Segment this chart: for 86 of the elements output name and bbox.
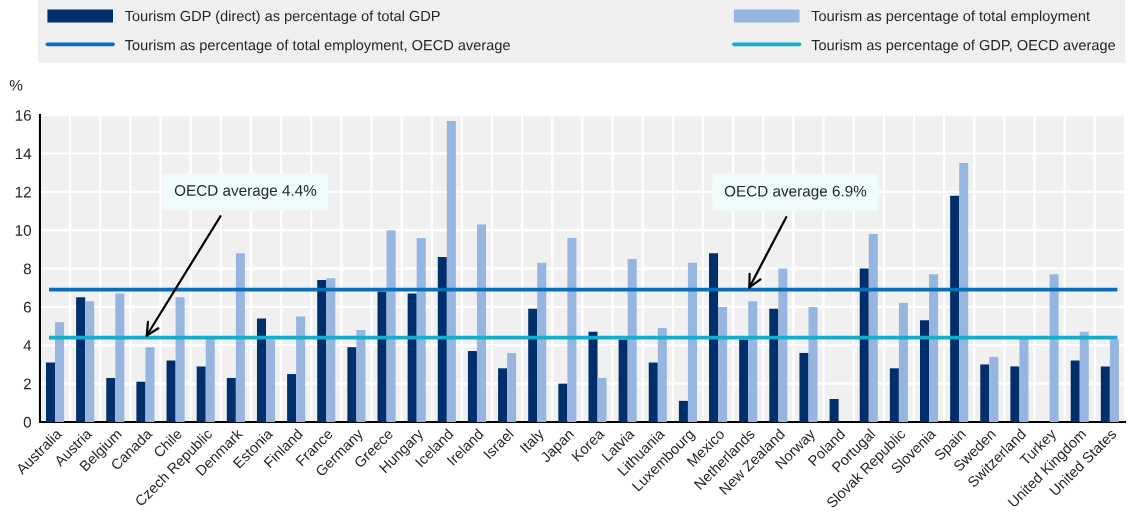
bar: [226, 377, 236, 422]
y-tick-label: 2: [23, 378, 31, 390]
legend-label: Tourism as percentage of GDP, OECD average: [811, 39, 1116, 54]
bar: [347, 347, 357, 422]
y-tick-label: 14: [15, 148, 32, 160]
y-tick-label: 16: [15, 110, 31, 121]
bar: [989, 356, 999, 422]
bar: [1070, 360, 1080, 422]
bar: [648, 362, 658, 422]
bar: [889, 368, 899, 422]
bar: [205, 337, 215, 422]
bar: [1010, 366, 1020, 422]
legend-label: Tourism as percentage of total employment: [811, 10, 1090, 25]
bar: [256, 318, 266, 422]
bar: [1100, 366, 1110, 422]
bar: [718, 306, 728, 422]
legend-label: Tourism GDP (direct) as percentage of total GDP: [125, 10, 440, 25]
bar: [106, 377, 116, 422]
bar: [769, 308, 779, 422]
y-tick-label: 6: [23, 301, 31, 313]
bar: [528, 308, 538, 422]
bar: [778, 268, 788, 422]
bar: [618, 339, 628, 422]
y-tick-label: 10: [15, 225, 32, 236]
bar: [1079, 331, 1089, 422]
bar: [507, 352, 517, 422]
bar: [235, 253, 245, 422]
bar: [356, 329, 366, 422]
bar: [739, 339, 749, 422]
bar: [45, 362, 56, 422]
bar: [476, 224, 487, 422]
bar: [136, 381, 146, 422]
bar: [55, 322, 65, 422]
bar: [296, 316, 306, 422]
bar: [627, 258, 637, 422]
bar: [498, 368, 508, 422]
bar: [687, 262, 697, 422]
bar: [416, 237, 426, 422]
bar: [808, 306, 818, 422]
bar: [166, 360, 176, 422]
bar: [799, 352, 809, 422]
bar: [115, 293, 125, 422]
annotation: OECD average 6.9%: [724, 185, 867, 200]
annotation: OECD average 4.4%: [174, 185, 317, 199]
y-tick-label: 8: [23, 263, 31, 275]
bar: [558, 383, 568, 422]
bar: [266, 339, 276, 422]
bar: [980, 364, 990, 422]
bar: [868, 234, 878, 422]
bar: [1049, 274, 1059, 422]
bar: [929, 274, 939, 422]
bar: [959, 163, 969, 422]
bar: [446, 120, 456, 422]
bar: [467, 351, 477, 422]
bar: [377, 291, 387, 422]
bar: [657, 328, 667, 422]
bar: [537, 262, 547, 422]
y-tick-label: 0: [23, 416, 32, 428]
bar: [859, 268, 869, 422]
bar: [567, 237, 577, 422]
bar: [386, 230, 396, 422]
bar: [145, 347, 155, 422]
bar: [898, 303, 908, 422]
bar: [950, 195, 960, 422]
bar: [317, 280, 327, 422]
bar: [85, 301, 95, 422]
bar: [588, 331, 598, 422]
legend-label: Tourism as percentage of total employment, OECD average: [125, 39, 510, 54]
bar: [597, 377, 607, 422]
bar: [748, 301, 758, 422]
bar: [709, 253, 719, 422]
bar: [1109, 339, 1119, 422]
bar: [196, 366, 206, 422]
bar: [407, 293, 417, 422]
bar: [437, 257, 447, 422]
bar: [326, 278, 336, 422]
y-tick-label: 12: [15, 186, 31, 198]
y-tick-label: 4: [23, 340, 32, 351]
bar: [678, 400, 688, 422]
bar: [287, 374, 297, 422]
bar: [1019, 337, 1029, 422]
bar: [76, 297, 86, 422]
bar: [175, 297, 185, 422]
bar: [829, 398, 839, 422]
y-axis-title: %: [9, 79, 23, 91]
bar: [920, 320, 930, 422]
